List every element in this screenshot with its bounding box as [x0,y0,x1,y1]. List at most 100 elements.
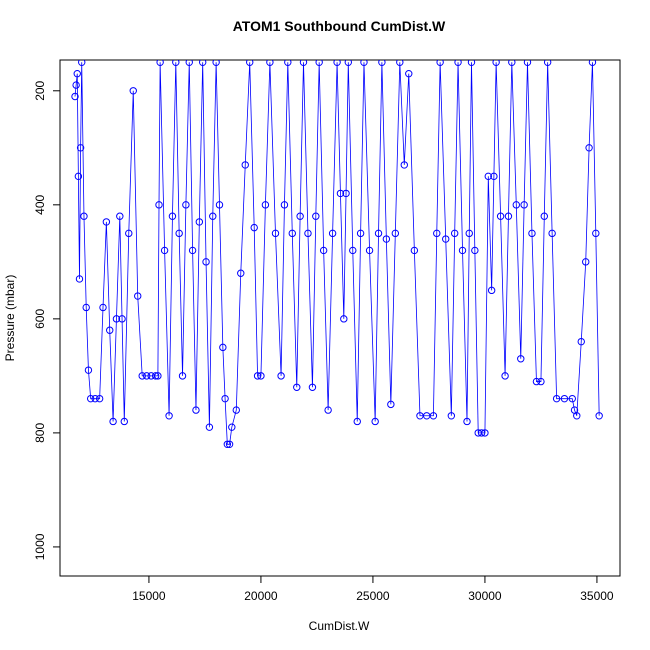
y-tick-label: 400 [33,194,47,214]
data-point [508,60,516,66]
data-point [504,212,513,220]
x-tick-label: 25000 [356,589,390,603]
data-point [156,60,164,66]
data-point [277,372,285,380]
data-point [429,412,438,420]
data-point [391,229,400,238]
data-point [433,229,441,238]
data-point [356,229,365,238]
data-point [175,229,183,238]
data-point [155,201,163,209]
data-point [442,235,450,243]
data-point [382,235,391,243]
plot-frame [59,59,621,577]
data-point [496,212,505,220]
data-point [365,246,374,255]
data-point [299,60,308,66]
data-point [185,60,193,66]
data-point [592,229,600,238]
y-tick-label: 1000 [33,533,47,560]
data-point [71,92,79,101]
data-point [219,343,227,352]
x-axis-label: CumDist.W [309,619,370,633]
data-point [74,172,83,181]
data-point [537,377,545,386]
data-point [75,275,84,283]
data-point [202,258,210,266]
data-point [86,394,95,403]
data-point [588,60,597,66]
data-point [447,412,456,420]
data-point [129,87,137,95]
data-point [543,60,552,66]
data-point [465,229,473,238]
data-point [467,60,476,66]
data-point [215,201,224,209]
data-point [312,212,320,220]
data-point [284,60,292,66]
x-tick-label: 20000 [244,589,278,603]
data-point [481,429,489,437]
data-point [246,60,254,66]
data-point [458,246,467,255]
data-point [225,440,234,448]
data-point [261,201,270,209]
data-point [118,315,126,323]
data-point [477,429,486,437]
data-point [396,60,404,66]
data-point [212,60,220,66]
data-point [241,161,249,169]
data-point [490,172,498,181]
data-point [250,223,258,232]
data-point [253,372,262,380]
data-point [405,69,413,78]
data-point [271,229,280,238]
data-point [374,229,383,238]
y-tick-label: 600 [33,309,47,329]
data-point [501,372,509,380]
data-point [182,201,190,209]
data-point [95,394,104,403]
x-tick-label: 15000 [132,589,166,603]
data-point [577,337,585,346]
data-point [228,423,236,431]
data-point [463,417,471,426]
data-point [151,372,160,380]
data-point [168,212,177,220]
data-point [99,303,107,312]
data-point [344,60,352,66]
data-point [315,60,323,66]
data-point [160,246,169,255]
data-point [585,144,593,152]
data-point [308,383,317,391]
data-point [221,394,229,403]
data-point [342,189,350,198]
data-point [340,315,348,323]
data-point [450,229,459,238]
data-point [378,60,386,66]
data-point [76,144,85,152]
data-point [237,269,245,277]
data-point [333,60,341,66]
data-point [80,212,88,220]
data-point [106,326,114,334]
x-tick-label: 30000 [468,589,502,603]
data-point [484,172,492,181]
data-point [520,201,528,209]
data-point [552,394,561,403]
data-point [223,440,232,448]
data-point [209,212,217,220]
data-point [192,406,200,414]
data-point [257,372,265,380]
data-point [293,383,301,391]
data-point [78,60,86,66]
data-point [304,229,312,238]
data-point [116,212,124,220]
data-point [436,60,444,66]
data-point [198,60,207,66]
data-point [523,60,532,66]
data-point [165,412,173,420]
data-point [410,246,419,255]
data-point [400,161,408,169]
